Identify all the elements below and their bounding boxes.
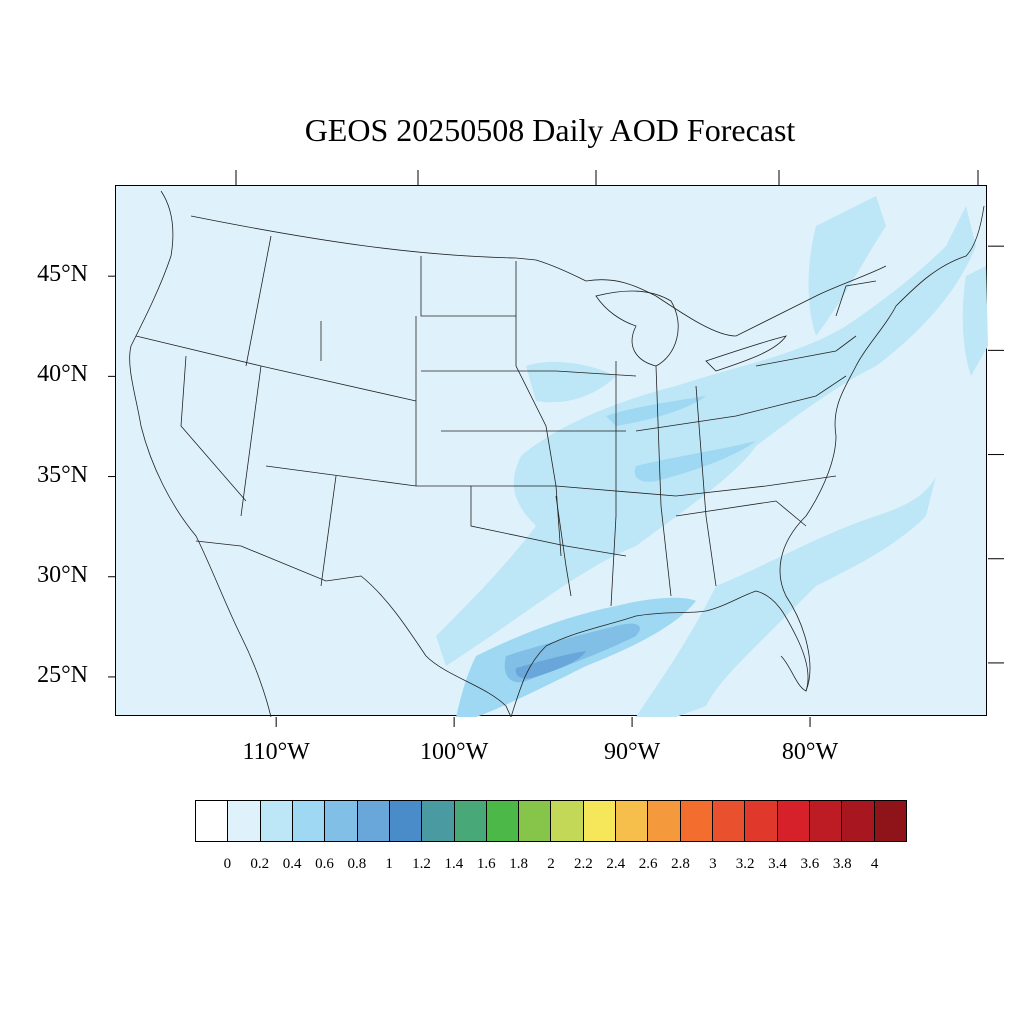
great-lakes — [705, 335, 787, 372]
lat-label: 45°N — [37, 261, 88, 288]
colorbar-swatch — [228, 801, 261, 841]
aod-region-moderate — [436, 206, 976, 666]
colorbar-swatch — [713, 801, 746, 841]
state-line — [835, 280, 877, 317]
gulf-coastline — [510, 590, 809, 718]
colorbar-tick-label: 2.4 — [606, 856, 626, 872]
lon-label: 90°W — [603, 739, 661, 765]
lat-label: 30°N — [37, 561, 88, 588]
aod-region-moderate — [526, 361, 616, 403]
colorbar-tick-label: 1.4 — [444, 856, 464, 872]
colorbar-tick-label: 2.2 — [573, 856, 593, 872]
lon-label: 80°W — [781, 739, 839, 765]
colorbar-swatch — [874, 801, 906, 841]
colorbar-tick-label: 2.8 — [671, 856, 690, 872]
aod-region-moderate — [962, 266, 988, 376]
aod-region-moderate — [808, 196, 886, 336]
state-line — [180, 355, 247, 502]
us-canada-border — [190, 215, 887, 337]
lat-label: 35°N — [37, 461, 88, 488]
colorbar-tick-label: 1 — [385, 856, 393, 872]
colorbar-tick-label: 3.6 — [800, 856, 820, 872]
lat-label: 25°N — [37, 661, 88, 688]
state-line — [675, 500, 807, 527]
aod-region-ohio — [606, 396, 706, 426]
colorbar-swatch — [196, 801, 229, 841]
colorbar-swatch — [777, 801, 810, 841]
colorbar-swatch — [680, 801, 713, 841]
state-line — [470, 486, 627, 557]
state-line — [320, 475, 337, 587]
colorbar-tick-label: 3.4 — [768, 856, 787, 872]
aod-region-gulf-max — [515, 651, 586, 679]
colorbar-swatch — [519, 801, 552, 841]
colorbar-swatch — [616, 801, 649, 841]
colorbar-swatch — [551, 801, 584, 841]
colorbar-labels: 0 0.2 0.4 0.6 0.8 1 1.2 1.4 1.6 1.8 2 2.2 2.4 2.6 2.8 3… — [195, 856, 907, 878]
colorbar-swatch — [357, 801, 390, 841]
colorbar-tick-label: 2 — [547, 856, 555, 872]
west-coastline — [129, 190, 272, 718]
us-mexico-border — [195, 540, 512, 718]
colorbar-tick-label: 1.8 — [509, 856, 528, 872]
state-line — [695, 385, 717, 587]
colorbar-tick-label: 0.2 — [250, 856, 270, 872]
colorbar-tick-label: 1.6 — [476, 856, 496, 872]
colorbar-tick-label: 1.2 — [412, 856, 431, 872]
colorbar-tick-label: 4 — [870, 856, 879, 872]
colorbar-tick-label: 0.4 — [282, 856, 302, 872]
colorbar-swatch — [809, 801, 843, 841]
colorbar-tick-label: 0 — [223, 856, 232, 872]
colorbar-swatch — [260, 801, 293, 841]
colorbar-tick-label: 0.6 — [315, 856, 334, 872]
state-line — [610, 361, 617, 607]
atlantic-coastline — [779, 205, 985, 692]
colorbar-swatch — [583, 801, 617, 841]
colorbar-swatch — [422, 801, 455, 841]
colorbar-tick-label: 3.8 — [832, 856, 852, 872]
colorbar-swatch — [292, 801, 326, 841]
state-line — [755, 335, 857, 367]
boundaries-layer — [129, 190, 985, 718]
colorbar — [195, 800, 907, 842]
lon-label: 100°W — [419, 739, 489, 765]
aod-region-ohio — [634, 441, 756, 482]
colorbar-swatch — [454, 801, 487, 841]
colorbar-tick-label: 0.8 — [347, 856, 367, 872]
state-line — [655, 365, 672, 597]
colorbar-swatch — [648, 801, 681, 841]
colorbar-tick-label: 3 — [709, 856, 717, 872]
lat-label: 40°N — [37, 361, 88, 388]
aod-map — [108, 170, 1004, 727]
colorbar-swatch — [389, 801, 423, 841]
state-line — [421, 370, 637, 377]
aod-shading-layer — [436, 196, 988, 717]
colorbar-tick-label: 3.2 — [735, 856, 755, 872]
colorbar-swatch — [325, 801, 358, 841]
colorbar-swatch — [842, 801, 875, 841]
lon-label: 110°W — [242, 739, 310, 765]
state-line — [555, 495, 572, 597]
map-panel: 45°N 40°N 35°N 30°N 25°N 110°W 100°W 90°W 80°W — [37, 170, 1004, 765]
map-title: GEOS 20250508 Daily AOD Forecast — [304, 112, 796, 148]
axis-ticks — [108, 170, 1004, 727]
colorbar-swatch — [486, 801, 520, 841]
state-line — [135, 335, 417, 402]
state-line — [635, 375, 847, 432]
great-lakes — [595, 290, 679, 367]
state-line — [420, 256, 516, 317]
state-line — [240, 365, 262, 517]
state-line — [245, 235, 272, 367]
colorbar-swatch — [745, 801, 778, 841]
colorbar-tick-label: 2.6 — [638, 856, 658, 872]
